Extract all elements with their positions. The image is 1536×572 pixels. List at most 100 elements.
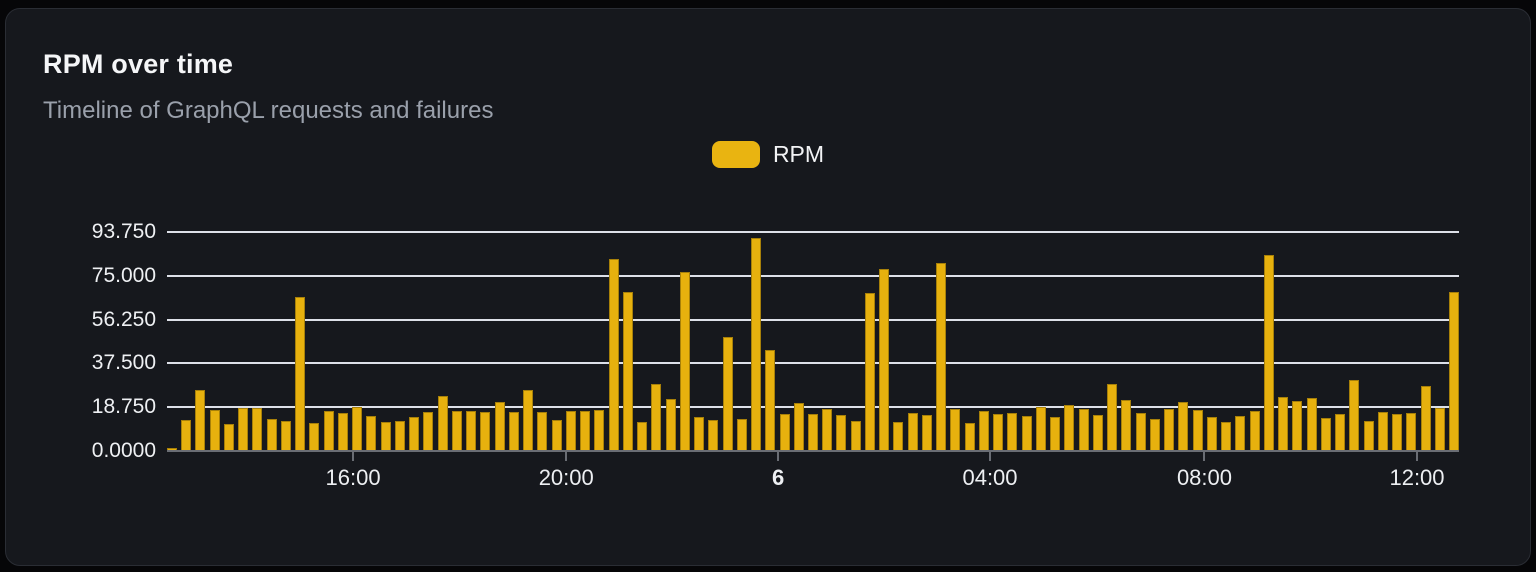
bar[interactable] — [594, 410, 605, 451]
y-axis-label: 75.000 — [91, 263, 156, 287]
bar[interactable] — [1263, 255, 1274, 451]
bar[interactable] — [195, 389, 206, 451]
bar[interactable] — [1192, 410, 1203, 451]
bar[interactable] — [1178, 402, 1189, 451]
bar[interactable] — [565, 410, 576, 451]
bar[interactable] — [651, 383, 662, 451]
bar[interactable] — [1292, 401, 1303, 451]
bar[interactable] — [765, 349, 776, 451]
legend-item-rpm[interactable]: RPM — [711, 141, 824, 168]
bar[interactable] — [181, 420, 192, 451]
rpm-bar-chart-plot-area[interactable]: 0.0000 18.750 37.500 56.250 75.000 93.750 16:0… — [92, 220, 1459, 490]
bar[interactable] — [295, 297, 306, 451]
bar[interactable] — [223, 423, 234, 451]
bar[interactable] — [1406, 412, 1417, 451]
bar[interactable] — [337, 413, 348, 451]
bar[interactable] — [1363, 420, 1374, 451]
bar[interactable] — [1335, 414, 1346, 451]
bar[interactable] — [508, 412, 519, 451]
bar[interactable] — [950, 408, 961, 451]
bar[interactable] — [1434, 407, 1445, 451]
bar[interactable] — [1164, 408, 1175, 451]
bar[interactable] — [1121, 399, 1132, 451]
bar[interactable] — [993, 414, 1004, 451]
bar[interactable] — [1449, 292, 1459, 451]
bar[interactable] — [580, 410, 591, 451]
bar[interactable] — [751, 237, 762, 451]
bar[interactable] — [978, 411, 989, 451]
bar[interactable] — [1249, 410, 1260, 451]
bar[interactable] — [864, 292, 875, 451]
bar[interactable] — [622, 292, 633, 451]
bar[interactable] — [893, 422, 904, 451]
bar[interactable] — [409, 416, 420, 451]
bar[interactable] — [736, 419, 747, 451]
bar[interactable] — [1221, 422, 1232, 451]
bar[interactable] — [637, 422, 648, 451]
bar[interactable] — [679, 272, 690, 451]
bar[interactable] — [722, 337, 733, 451]
bar[interactable] — [879, 268, 890, 451]
bar[interactable] — [1349, 380, 1360, 451]
bar[interactable] — [1235, 416, 1246, 451]
bar[interactable] — [779, 414, 790, 451]
bar[interactable] — [1420, 385, 1431, 451]
bar[interactable] — [694, 416, 705, 451]
bar[interactable] — [1206, 417, 1217, 451]
gridline — [167, 406, 1459, 409]
x-axis-label: 20:00 — [538, 465, 594, 490]
bar[interactable] — [1107, 383, 1118, 451]
bar[interactable] — [494, 402, 505, 451]
bar[interactable] — [1092, 415, 1103, 451]
bar[interactable] — [921, 415, 932, 451]
bar[interactable] — [451, 411, 462, 451]
bar[interactable] — [1320, 417, 1331, 451]
bar[interactable] — [1392, 413, 1403, 451]
bar[interactable] — [551, 420, 562, 451]
bar[interactable] — [437, 395, 448, 451]
bar[interactable] — [266, 419, 277, 451]
bar[interactable] — [936, 263, 947, 451]
bar[interactable] — [793, 402, 804, 451]
bar[interactable] — [1135, 413, 1146, 451]
bar[interactable] — [608, 258, 619, 451]
bar[interactable] — [352, 406, 363, 451]
bar[interactable] — [822, 409, 833, 451]
bar[interactable] — [423, 412, 434, 451]
bar[interactable] — [1278, 397, 1289, 451]
gridline — [167, 274, 1459, 277]
bar[interactable] — [907, 413, 918, 451]
bar[interactable] — [850, 420, 861, 451]
bar[interactable] — [209, 410, 220, 451]
bar[interactable] — [1377, 411, 1388, 451]
bar[interactable] — [167, 447, 177, 451]
x-axis-line — [167, 450, 1459, 452]
bar[interactable] — [309, 422, 320, 451]
bar[interactable] — [836, 415, 847, 451]
bar[interactable] — [394, 421, 405, 451]
x-axis-tick — [1203, 452, 1206, 461]
bar[interactable] — [252, 407, 263, 451]
bar[interactable] — [480, 412, 491, 451]
bar[interactable] — [380, 422, 391, 451]
bar[interactable] — [964, 422, 975, 451]
bar[interactable] — [665, 399, 676, 451]
bar[interactable] — [366, 415, 377, 451]
bar[interactable] — [1306, 397, 1317, 451]
bar[interactable] — [1149, 418, 1160, 451]
bar[interactable] — [466, 410, 477, 451]
bar[interactable] — [1064, 405, 1075, 451]
bar[interactable] — [1007, 412, 1018, 451]
bar[interactable] — [708, 419, 719, 451]
bar[interactable] — [808, 414, 818, 451]
bar[interactable] — [1050, 416, 1061, 451]
bar[interactable] — [280, 420, 291, 451]
bar[interactable] — [1078, 408, 1089, 451]
bar[interactable] — [537, 412, 548, 451]
bar[interactable] — [1035, 406, 1046, 451]
bar[interactable] — [323, 410, 334, 451]
bar[interactable] — [238, 408, 249, 451]
chart-card: RPM over time Timeline of GraphQL reques… — [5, 8, 1531, 566]
bar[interactable] — [1021, 415, 1032, 451]
bar[interactable] — [523, 389, 534, 451]
